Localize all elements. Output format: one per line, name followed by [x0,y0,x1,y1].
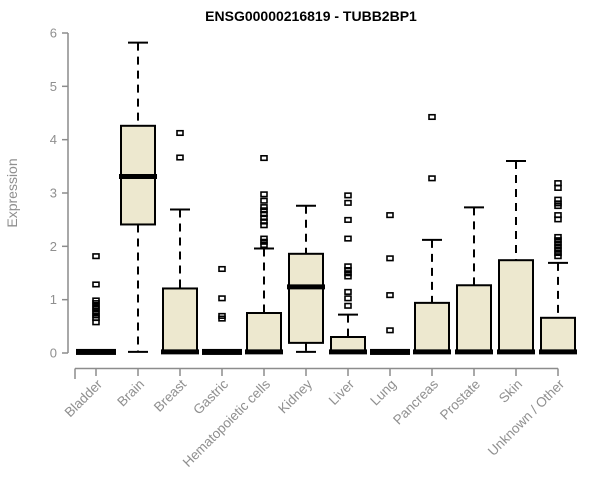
boxplot-gastric [202,265,242,355]
x-tick-label: Lung [367,377,399,409]
box [414,301,450,355]
x-tick-label: Bladder [62,376,106,420]
outlier-point [176,129,184,137]
outlier-point [92,300,100,307]
box [246,312,282,354]
outlier-point [344,235,352,242]
box [288,252,324,344]
collapsed-box [76,348,116,355]
outlier-point [428,175,436,182]
boxplot-kidney [287,204,325,353]
y-tick-label: 2 [50,239,57,254]
collapsed-box [202,348,242,355]
y-tick-label: 1 [50,292,57,307]
box [498,259,534,355]
outlier-point [344,302,352,309]
y-tick-label: 0 [50,346,57,361]
boxplot-brain [119,41,157,353]
y-tick-labels: 0 1 2 3 4 5 6 [50,26,57,361]
boxplot-prostate [455,206,493,355]
outlier-point [554,237,562,244]
outlier-point [344,192,352,199]
outlier-point [92,281,100,288]
outlier-point [260,241,268,249]
x-tick-label: Kidney [275,376,315,416]
outlier-point [218,265,226,273]
box [540,316,576,354]
boxplot-pancreas [413,113,451,355]
boxplot-liver [329,192,367,355]
outlier-point [260,204,268,211]
outlier-point [92,309,100,316]
y-axis-title: Expression [4,158,20,227]
outlier-point [554,216,562,223]
outlier-point [554,246,562,253]
x-tick-label: Pancreas [390,376,441,427]
boxplot-bladder [76,253,116,355]
x-tick-label: Gastric [190,376,231,417]
outlier-point [554,243,562,250]
boxplot-skin [497,160,535,355]
outlier-point [260,197,268,204]
x-tick-label: Brain [114,377,147,410]
outlier-point [428,113,436,121]
outlier-point [176,154,184,161]
outlier-point [92,305,100,313]
outlier-point [218,295,226,302]
outlier-point [554,253,562,260]
outlier-point [554,240,562,247]
outlier-point [92,253,100,260]
outlier-point [260,235,268,242]
y-tick-label: 4 [50,132,57,147]
x-tick-label: Skin [496,377,525,406]
outlier-point [554,249,562,257]
collapsed-box [370,348,410,355]
outlier-point [344,270,352,277]
box [456,284,492,354]
y-tick-label: 3 [50,186,57,201]
boxplot-hematopoietic-cells [245,155,283,355]
boxplot-lung [370,212,410,355]
outlier-point [260,155,268,162]
y-tick-label: 5 [50,79,57,94]
outlier-point [386,212,394,219]
x-tick-label: Breast [151,376,189,414]
outlier-point [344,199,352,206]
outlier-point [260,238,268,245]
boxplot-unknown-other [539,180,577,355]
chart-title: ENSG00000216819 - TUBB2BP1 [205,8,417,24]
outlier-point [218,315,226,322]
outlier-point [344,273,352,280]
box [162,287,198,355]
outlier-point [344,295,352,302]
outlier-point [92,319,100,326]
y-axis [62,32,69,354]
y-tick-label: 6 [50,26,57,41]
outlier-point [260,191,268,198]
x-tick-label: Liver [326,376,358,408]
outlier-point [344,266,352,274]
outlier-point [344,216,352,223]
outlier-point [260,222,268,229]
outlier-point [386,327,394,334]
boxplot-breast [161,129,199,355]
outlier-point [554,184,562,191]
x-tick-label: Unknown / Other [485,376,568,459]
outlier-point [386,292,394,299]
x-axis [74,367,559,379]
outlier-point [386,255,394,262]
outlier-point [344,288,352,295]
x-tick-label: Prostate [437,377,483,423]
outlier-point [554,180,562,187]
outlier-point [554,233,562,241]
outlier-point [554,203,562,210]
